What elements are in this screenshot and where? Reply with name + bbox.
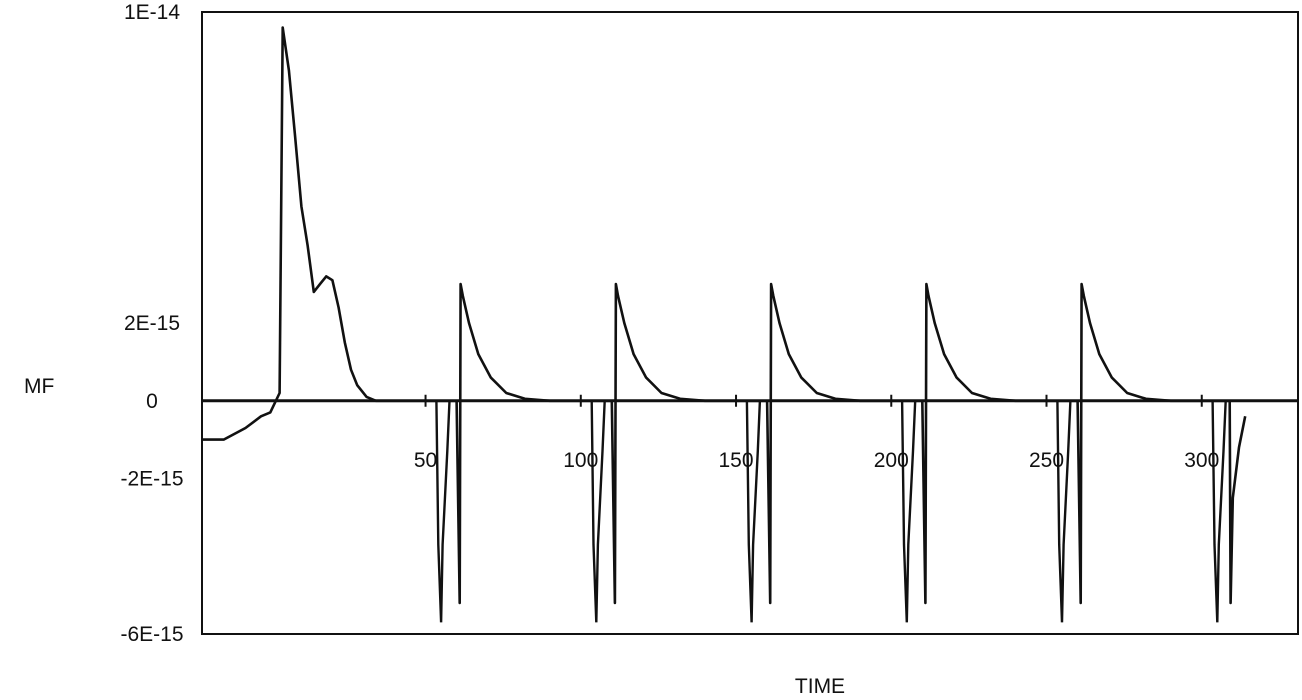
negative-spike — [1056, 400, 1072, 623]
x-tick-label: 200 — [874, 449, 909, 472]
x-tick-label: 50 — [414, 449, 437, 472]
x-tick-label: 150 — [719, 449, 754, 472]
negative-spike — [435, 400, 451, 623]
series-line — [202, 26, 1247, 605]
series-layer — [202, 26, 1247, 623]
x-tick-label: 100 — [563, 449, 598, 472]
y-tick-label: 1E-14 — [124, 1, 180, 24]
negative-spike — [1211, 400, 1227, 623]
y-tick-label: -6E-15 — [120, 623, 183, 646]
negative-spike — [590, 400, 606, 623]
x-axis-label: TIME — [795, 675, 845, 698]
negative-spike — [745, 400, 762, 623]
y-tick-label: -2E-15 — [120, 468, 183, 491]
y-tick-label: 2E-15 — [124, 312, 180, 335]
y-tick-label: 0 — [146, 390, 158, 413]
x-axis-ticks: 50 100 150 200 250 300 — [414, 394, 1219, 472]
y-axis-label: MF — [24, 375, 54, 398]
y-tick-labels: 1E-14 2E-15 0 -2E-15 -6E-15 — [120, 1, 183, 646]
negative-spike — [900, 400, 917, 623]
plot-frame — [201, 11, 1299, 635]
x-tick-label: 250 — [1029, 449, 1064, 472]
x-tick-label: 300 — [1184, 449, 1219, 472]
